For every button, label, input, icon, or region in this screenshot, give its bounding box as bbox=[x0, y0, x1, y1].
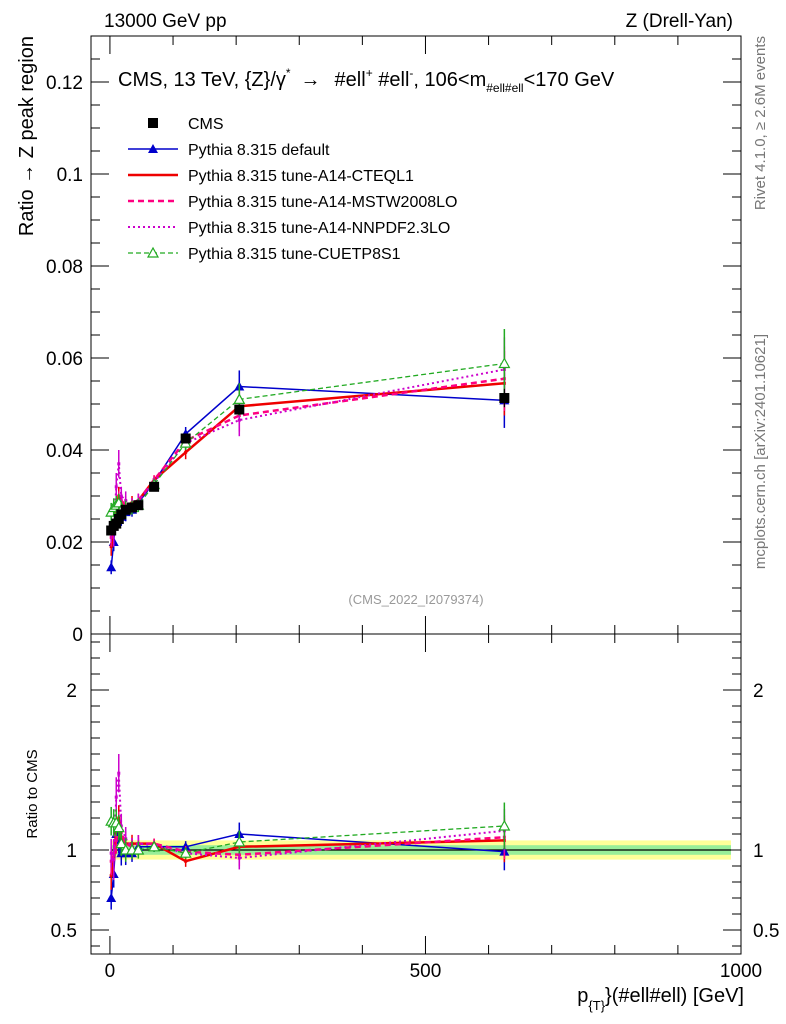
ratio-line-pythia-8-315-tune-a14-mstw2008lo bbox=[110, 824, 505, 862]
main-point-pythia-8-315-tune-cuetp8s1 bbox=[498, 357, 511, 369]
main-y-tick-label: 0.06 bbox=[46, 349, 83, 370]
main-point-cms bbox=[120, 504, 131, 515]
ratio-y-tick-label-right: 0.5 bbox=[753, 921, 779, 942]
main-point-pythia-8-315-tune-a14-nnpdf2-3lo bbox=[237, 418, 241, 422]
x-tick-label: 500 bbox=[410, 961, 442, 982]
ratio-y-tick-label-right: 1 bbox=[753, 841, 764, 862]
header-left: 13000 GeV pp bbox=[104, 11, 227, 32]
main-point-cms bbox=[180, 433, 191, 444]
rivet-label: Rivet 4.1.0, ≥ 2.6M events bbox=[752, 36, 769, 210]
main-point-pythia-8-315-tune-a14-nnpdf2-3lo bbox=[119, 494, 123, 498]
main-point-pythia-8-315-tune-a14-cteql1 bbox=[184, 450, 188, 454]
legend-label-default: Pythia 8.315 default bbox=[188, 142, 330, 159]
legend-entry-default: Pythia 8.315 default bbox=[128, 142, 330, 159]
ratio-point-pythia-8-315-tune-cuetp8s1 bbox=[112, 821, 125, 833]
ratio-point-pythia-8-315-tune-cuetp8s1 bbox=[148, 840, 161, 852]
legend-label-nnpdf: Pythia 8.315 tune-A14-NNPDF2.3LO bbox=[188, 220, 450, 237]
main-x-axis-ticks bbox=[109, 36, 742, 634]
main-y-label: Ratio → Z peak region bbox=[16, 36, 38, 236]
ratio-point-pythia-8-315-default bbox=[106, 893, 117, 902]
ratio-point-pythia-8-315-tune-cuetp8s1 bbox=[115, 837, 128, 849]
ratio-point-pythia-8-315-tune-cuetp8s1 bbox=[179, 846, 192, 858]
mcplots-label: mcplots.cern.ch [arXiv:2401.10621] bbox=[752, 334, 769, 569]
ratio-point-pythia-8-315-tune-a14-nnpdf2-3lo bbox=[114, 795, 118, 799]
x-tick-label: 0 bbox=[105, 961, 116, 982]
main-y-tick-label: 0.02 bbox=[46, 533, 83, 554]
ratio-line-pythia-8-315-tune-cuetp8s1 bbox=[110, 820, 505, 854]
legend-entry-mstw: Pythia 8.315 tune-A14-MSTW2008LO bbox=[128, 194, 457, 211]
analysis-watermark: (CMS_2022_I2079374) bbox=[348, 592, 483, 607]
legend-label-mstw: Pythia 8.315 tune-A14-MSTW2008LO bbox=[188, 194, 457, 211]
ratio-y-tick-label: 1 bbox=[66, 841, 77, 862]
main-y-axis: 0 0.02 0.04 0.06 0.08 0.1 0.12 bbox=[46, 58, 741, 646]
main-point-cms bbox=[149, 481, 160, 492]
main-line-pythia-8-315-tune-a14-nnpdf2-3lo bbox=[111, 368, 505, 534]
ratio-y-tick-label-right: 2 bbox=[753, 681, 764, 702]
main-point-pythia-8-315-tune-a14-nnpdf2-3lo bbox=[117, 462, 121, 466]
main-y-tick-label: 0 bbox=[72, 625, 83, 646]
main-y-tick-label: 0.08 bbox=[46, 257, 83, 278]
ratio-point-pythia-8-315-tune-a14-nnpdf2-3lo bbox=[109, 851, 113, 855]
main-y-tick-label: 0.12 bbox=[46, 73, 83, 94]
legend-entry-cuetp8s1: Pythia 8.315 tune-CUETP8S1 bbox=[128, 246, 401, 263]
legend-marker-cuetp8s1 bbox=[146, 246, 160, 258]
legend-label-cms: CMS bbox=[188, 116, 224, 133]
ratio-frame bbox=[90, 633, 742, 955]
plot-title: CMS, 13 TeV, {Z}/γ* → #ell+ #ell-, 106<m#e… bbox=[118, 66, 615, 95]
main-point-pythia-8-315-tune-a14-nnpdf2-3lo bbox=[114, 485, 118, 489]
legend-entry-cteql1: Pythia 8.315 tune-A14-CTEQL1 bbox=[128, 168, 414, 185]
main-line-pythia-8-315-tune-a14-mstw2008lo bbox=[109, 377, 505, 538]
legend-label-cuetp8s1: Pythia 8.315 tune-CUETP8S1 bbox=[188, 246, 401, 263]
x-tick-label: 1000 bbox=[720, 961, 762, 982]
ratio-y-tick-label: 2 bbox=[66, 681, 77, 702]
ratio-point-pythia-8-315-tune-a14-nnpdf2-3lo bbox=[117, 771, 121, 775]
main-line-pythia-8-315-default bbox=[110, 385, 505, 568]
main-point-pythia-8-315-tune-cuetp8s1 bbox=[233, 393, 246, 404]
main-point-cms bbox=[234, 404, 245, 415]
main-series-group bbox=[105, 329, 511, 575]
header-right: Z (Drell-Yan) bbox=[626, 11, 733, 32]
main-point-cms bbox=[133, 500, 144, 511]
ratio-point-pythia-8-315-tune-cuetp8s1 bbox=[498, 819, 511, 831]
main-line-pythia-8-315-tune-a14-cteql1 bbox=[109, 382, 505, 547]
ratio-series-group bbox=[105, 754, 511, 910]
main-point-pythia-8-315-default bbox=[106, 562, 117, 572]
ratio-y-axis: 0.5 0.5 1 1 2 2 bbox=[51, 641, 779, 947]
ratio-x-axis: 0 500 1000 bbox=[105, 634, 762, 982]
ratio-point-pythia-8-315-tune-a14-cteql1 bbox=[109, 874, 113, 878]
ratio-point-pythia-8-315-tune-a14-mstw2008lo bbox=[114, 838, 118, 842]
legend-label-cteql1: Pythia 8.315 tune-A14-CTEQL1 bbox=[188, 168, 414, 185]
legend: CMS Pythia 8.315 default Pythia 8.315 tu… bbox=[128, 116, 457, 263]
ratio-point-pythia-8-315-tune-a14-nnpdf2-3lo bbox=[237, 856, 241, 860]
ratio-point-pythia-8-315-tune-cuetp8s1 bbox=[132, 843, 145, 855]
ratio-y-label: Ratio to CMS bbox=[24, 749, 41, 838]
ratio-point-pythia-8-315-tune-cuetp8s1 bbox=[233, 835, 246, 847]
ratio-y-tick-label: 0.5 bbox=[51, 921, 77, 942]
legend-marker-cms bbox=[148, 118, 158, 128]
main-point-cms bbox=[127, 502, 138, 513]
ratio-point-pythia-8-315-tune-a14-nnpdf2-3lo bbox=[112, 858, 116, 862]
legend-entry-nnpdf: Pythia 8.315 tune-A14-NNPDF2.3LO bbox=[128, 220, 450, 237]
ratio-panel: 0.5 0.5 1 1 2 2 0 500 1000 Ratio to CMS p{T}}(#… bbox=[24, 633, 779, 1013]
main-y-tick-label: 0.04 bbox=[46, 441, 83, 462]
legend-entry-cms: CMS bbox=[148, 116, 224, 133]
x-axis-label: p{T}}(#ell#ell) [GeV] bbox=[577, 985, 744, 1013]
legend-marker-default bbox=[148, 144, 158, 153]
main-point-cms bbox=[499, 393, 510, 404]
ratio-point-pythia-8-315-tune-a14-cteql1 bbox=[184, 859, 188, 863]
main-y-tick-label: 0.1 bbox=[57, 165, 83, 186]
main-panel: 0 0.02 0.04 0.06 0.08 0.1 0.12 (CMS_2022_I2079… bbox=[16, 35, 742, 646]
